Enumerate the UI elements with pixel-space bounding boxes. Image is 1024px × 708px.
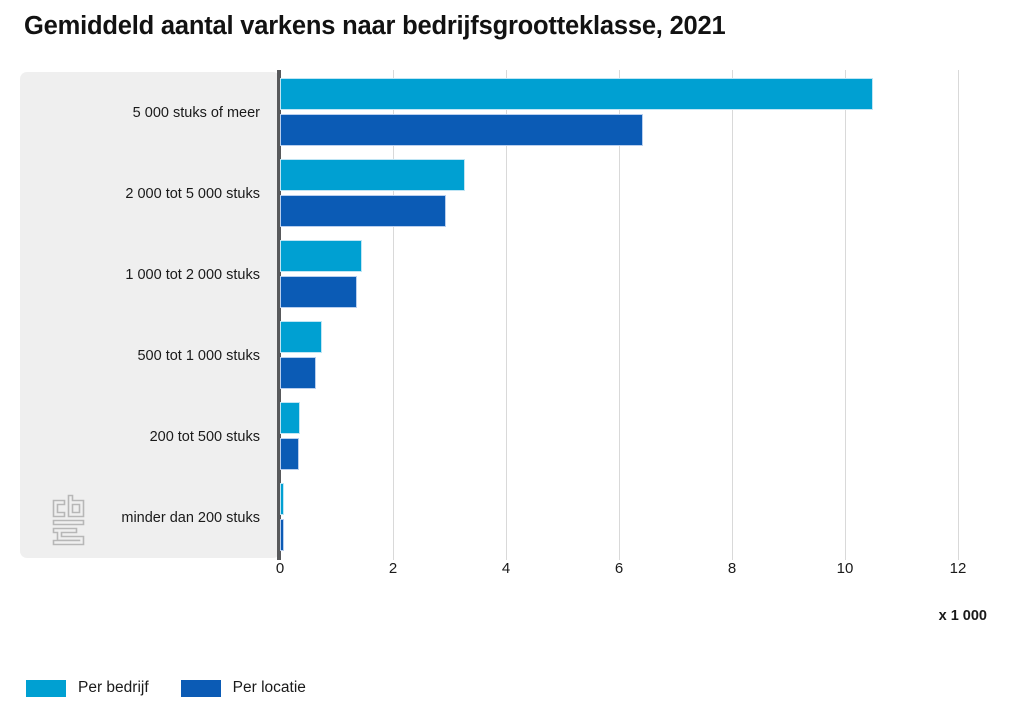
chart-gridlines bbox=[0, 70, 1024, 560]
gridline-4 bbox=[506, 70, 507, 560]
legend-item[interactable]: Per locatie bbox=[180, 679, 306, 697]
legend-item[interactable]: Per bedrijf bbox=[26, 679, 149, 697]
chart-row: 2 000 tot 5 000 stuks bbox=[0, 153, 1024, 234]
chart-header: Gemiddeld aantal varkens naar bedrijfsgr… bbox=[0, 0, 1024, 62]
category-label: 500 tot 1 000 stuks bbox=[137, 347, 260, 364]
bar-per-locatie[interactable] bbox=[280, 195, 447, 227]
chart-legend: Per bedrijf Per locatie bbox=[26, 676, 338, 700]
x-tick-label: 6 bbox=[614, 560, 624, 577]
x-tick-label: 0 bbox=[275, 560, 285, 577]
x-tick-label: 12 bbox=[949, 560, 967, 577]
bar-per-bedrijf[interactable] bbox=[280, 483, 284, 515]
bar-per-locatie[interactable] bbox=[280, 276, 357, 308]
category-label-panel bbox=[20, 72, 280, 558]
bar-per-bedrijf[interactable] bbox=[280, 78, 874, 110]
axis-unit-label: x 1 000 bbox=[938, 608, 987, 624]
category-label: 200 tot 500 stuks bbox=[149, 428, 260, 445]
category-label: minder dan 200 stuks bbox=[121, 509, 260, 526]
x-tick-label: 2 bbox=[388, 560, 398, 577]
bar-per-locatie[interactable] bbox=[280, 438, 300, 470]
chart-plot-area: 5 000 stuks of meer 2 000 tot 5 000 stuks… bbox=[0, 62, 1024, 582]
bar-per-locatie[interactable] bbox=[280, 357, 317, 389]
y-axis-line bbox=[277, 70, 281, 560]
chart-row: 1 000 tot 2 000 stuks bbox=[0, 234, 1024, 315]
x-tick-label: 10 bbox=[836, 560, 854, 577]
bar-per-locatie[interactable] bbox=[280, 114, 643, 146]
chart-row: minder dan 200 stuks bbox=[0, 477, 1024, 558]
gridline-12 bbox=[958, 70, 959, 560]
category-label: 2 000 tot 5 000 stuks bbox=[125, 185, 260, 202]
cbs-logo bbox=[52, 494, 85, 546]
gridline-8 bbox=[732, 70, 733, 560]
legend-swatch bbox=[180, 679, 221, 697]
page-title: Gemiddeld aantal varkens naar bedrijfsgr… bbox=[24, 12, 726, 40]
x-axis: 0 2 4 6 8 10 12 bbox=[0, 560, 1024, 600]
hamburger-menu-icon[interactable] bbox=[972, 17, 1006, 45]
legend-swatch bbox=[26, 679, 66, 697]
legend-label: Per bedrijf bbox=[78, 679, 149, 696]
bar-per-bedrijf[interactable] bbox=[280, 240, 362, 272]
bar-per-locatie[interactable] bbox=[280, 519, 284, 551]
chart-row: 5 000 stuks of meer bbox=[0, 72, 1024, 153]
x-tick-label: 8 bbox=[727, 560, 737, 577]
gridline-10 bbox=[845, 70, 846, 560]
category-label: 5 000 stuks of meer bbox=[132, 104, 260, 121]
legend-label: Per locatie bbox=[232, 679, 306, 696]
bar-per-bedrijf[interactable] bbox=[280, 321, 322, 353]
chart-bars-container: 5 000 stuks of meer 2 000 tot 5 000 stuks… bbox=[0, 72, 1024, 558]
chart-row: 200 tot 500 stuks bbox=[0, 396, 1024, 477]
chart-row: 500 tot 1 000 stuks bbox=[0, 315, 1024, 396]
x-tick-label: 4 bbox=[501, 560, 511, 577]
bar-per-bedrijf[interactable] bbox=[280, 159, 465, 191]
gridline-6 bbox=[619, 70, 620, 560]
bar-per-bedrijf[interactable] bbox=[280, 402, 301, 434]
category-label: 1 000 tot 2 000 stuks bbox=[125, 266, 260, 283]
gridline-2 bbox=[393, 70, 394, 560]
